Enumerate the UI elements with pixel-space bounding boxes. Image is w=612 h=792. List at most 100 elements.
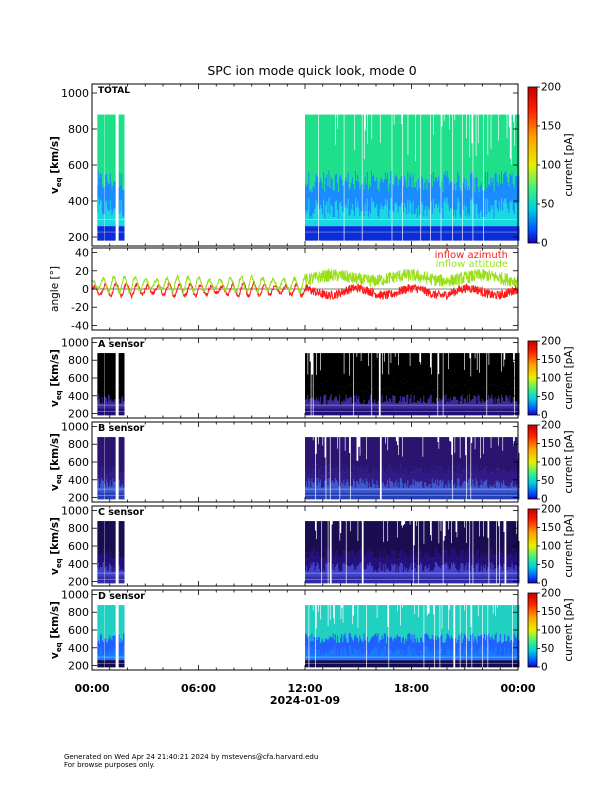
spectrogram-cell xyxy=(331,605,334,638)
spectrogram-cell xyxy=(486,187,488,215)
spectrogram-cell xyxy=(481,353,484,386)
spectrogram-cell xyxy=(381,395,384,409)
spectrogram-cell xyxy=(320,391,323,405)
spectrogram-cell xyxy=(512,492,515,500)
spectrogram-cell xyxy=(426,486,428,493)
spectrogram-cell xyxy=(323,199,325,227)
y-tick-label: 800 xyxy=(68,123,89,136)
spectrogram-cell xyxy=(515,400,518,409)
spectrogram-cell xyxy=(393,353,395,383)
spectrogram-cell xyxy=(376,492,378,500)
spectrogram-cell xyxy=(350,384,353,398)
spectrogram-cell xyxy=(466,353,469,382)
spectrogram-cell xyxy=(461,471,464,486)
spectrogram-cell xyxy=(448,569,451,577)
spectrogram-cell xyxy=(367,189,370,217)
spectrogram-cell xyxy=(441,353,443,387)
spectrogram-cell xyxy=(346,353,348,385)
spectrogram-cell xyxy=(431,465,434,479)
spectrogram-cell xyxy=(341,521,343,558)
spectrogram-cell xyxy=(120,521,122,558)
spectrogram-cell xyxy=(385,226,388,241)
spectrogram-cell xyxy=(401,607,404,639)
spectrogram-cell xyxy=(345,437,347,470)
spectrogram-cell xyxy=(445,408,448,416)
spectrogram-cell xyxy=(351,177,354,205)
spectrogram-cell xyxy=(405,207,407,227)
spectrogram-cell xyxy=(106,655,108,661)
spectrogram-cell xyxy=(502,397,504,409)
spectrogram-cell xyxy=(466,576,469,584)
spectrogram-cell xyxy=(395,572,397,577)
spectrogram-cell xyxy=(416,480,419,493)
spectrogram-cell xyxy=(509,660,511,668)
spectrogram-cell xyxy=(423,475,425,489)
spectrogram-cell xyxy=(392,408,394,416)
spectrogram-cell xyxy=(515,114,518,176)
spectrogram-cell xyxy=(390,605,392,637)
spectrogram-cell xyxy=(488,114,490,185)
spectrogram-cell xyxy=(353,649,356,661)
spectrogram-cell xyxy=(445,353,448,382)
x-tick-label-3: 18:00 xyxy=(394,682,429,695)
spectrogram-cell xyxy=(364,660,367,668)
spectrogram-cell xyxy=(118,353,121,386)
spectrogram-cell xyxy=(427,554,429,569)
spectrogram-cell xyxy=(346,408,348,416)
spectrogram-cell xyxy=(108,635,111,649)
spectrogram-cell xyxy=(489,471,491,485)
spectrogram-cell xyxy=(411,226,413,241)
spectrogram-cell xyxy=(381,576,384,584)
spectrogram-cell xyxy=(478,437,481,475)
spectrogram-cell xyxy=(376,572,378,577)
spectrogram-cell xyxy=(98,640,100,654)
spectrogram-cell xyxy=(464,353,467,386)
spectrogram-cell xyxy=(510,521,512,555)
spectrogram-cell xyxy=(113,605,115,636)
spectrogram-cell xyxy=(307,559,309,573)
spectrogram-cell xyxy=(518,391,520,405)
spectrogram-cell xyxy=(410,485,412,493)
spectrogram-cell xyxy=(113,468,115,482)
spectrogram-cell xyxy=(469,660,471,668)
spectrogram-cell xyxy=(446,474,449,488)
spectrogram-cell xyxy=(396,204,399,227)
spectrogram-cell xyxy=(493,391,495,405)
spectrogram-cell xyxy=(108,382,111,396)
spectrogram-cell xyxy=(490,473,492,487)
spectrogram-cell xyxy=(382,437,385,469)
spectrogram-cell xyxy=(335,353,338,384)
spectrogram-cell xyxy=(389,398,391,409)
spectrogram-cell xyxy=(394,650,396,661)
spectrogram-cell xyxy=(415,408,418,416)
spectrogram-cell xyxy=(480,552,483,566)
spectrogram-cell xyxy=(404,553,406,567)
spectrogram-cell xyxy=(118,634,121,648)
spectrogram-cell xyxy=(361,353,363,391)
spectrogram-cell xyxy=(404,492,406,500)
spectrogram-cell xyxy=(326,550,328,564)
spectrogram-cell xyxy=(421,637,423,652)
spectrogram-cell xyxy=(466,492,469,500)
spectrogram-cell xyxy=(368,184,371,212)
spectrogram-cell xyxy=(439,114,441,187)
spectrogram-cell xyxy=(360,576,362,584)
spectrogram-cell xyxy=(108,521,111,550)
spectrogram-cell xyxy=(467,521,470,550)
spectrogram-cell xyxy=(426,473,428,487)
spectrogram-cell xyxy=(322,638,324,652)
y-label-subscript: eq xyxy=(55,474,63,484)
spectrogram-cell xyxy=(123,408,125,416)
spectrogram-cell xyxy=(335,521,338,552)
spectrogram-cell xyxy=(427,226,429,241)
spectrogram-cell xyxy=(399,206,402,227)
spectrogram-cell xyxy=(317,576,320,584)
spectrogram-cell xyxy=(333,469,336,484)
spectrogram-cell xyxy=(305,437,307,474)
spectrogram-cell xyxy=(389,353,391,386)
spectrogram-cell xyxy=(512,121,515,184)
spectrogram-cell xyxy=(453,437,455,474)
spectrogram-cell xyxy=(392,114,394,184)
spectrogram-cell xyxy=(421,226,423,241)
spectrogram-cell xyxy=(410,408,412,416)
